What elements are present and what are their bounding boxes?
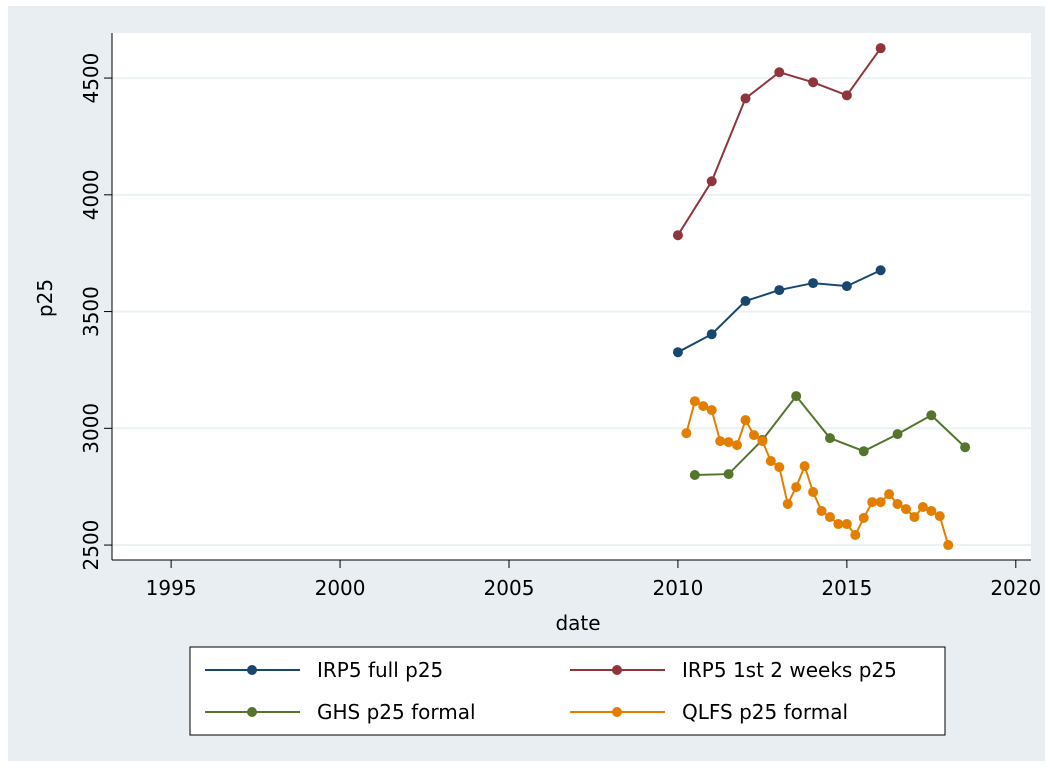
y-tick-label: 4500: [79, 53, 103, 104]
data-point: [909, 512, 920, 523]
data-point: [740, 415, 751, 426]
data-point: [960, 442, 971, 453]
x-tick-label: 2005: [484, 576, 535, 600]
data-point: [926, 410, 937, 421]
data-point: [875, 265, 886, 276]
data-point: [867, 497, 878, 508]
data-point: [791, 482, 802, 493]
y-axis-title: p25: [33, 279, 57, 317]
data-point: [706, 405, 717, 416]
legend-marker: [612, 707, 622, 717]
data-point: [841, 281, 852, 292]
data-point: [757, 436, 768, 447]
data-point: [681, 428, 692, 439]
data-point: [824, 512, 835, 523]
legend-label: GHS p25 formal: [317, 700, 476, 724]
data-point: [740, 296, 751, 307]
legend-label: IRP5 full p25: [317, 658, 443, 682]
data-point: [808, 77, 819, 88]
y-tick-label: 4000: [79, 169, 103, 220]
data-point: [858, 512, 869, 523]
data-point: [850, 530, 861, 541]
x-tick-label: 2020: [990, 576, 1041, 600]
data-point: [892, 498, 903, 509]
y-tick-label: 3500: [79, 286, 103, 337]
data-point: [774, 67, 785, 78]
data-point: [723, 437, 734, 448]
data-point: [875, 43, 886, 54]
data-point: [841, 90, 852, 101]
plot-region: [112, 33, 1031, 560]
data-point: [892, 429, 903, 440]
data-point: [824, 433, 835, 444]
data-point: [774, 285, 785, 296]
x-tick-label: 2010: [652, 576, 703, 600]
data-point: [900, 504, 911, 515]
x-tick-label: 2015: [821, 576, 872, 600]
data-point: [765, 455, 776, 466]
data-point: [934, 511, 945, 522]
data-point: [672, 230, 683, 241]
legend-label: QLFS p25 formal: [682, 700, 848, 724]
y-tick-label: 2500: [79, 520, 103, 571]
data-point: [884, 489, 895, 500]
data-point: [816, 505, 827, 516]
data-point: [926, 505, 937, 516]
legend-marker: [247, 665, 257, 675]
data-point: [782, 498, 793, 509]
x-tick-label: 1995: [146, 576, 197, 600]
data-point: [875, 497, 886, 508]
data-point: [858, 446, 869, 457]
legend-label: IRP5 1st 2 weeks p25: [682, 658, 897, 682]
data-point: [689, 396, 700, 407]
data-point: [799, 461, 810, 472]
x-axis-title: date: [555, 611, 600, 635]
x-tick-label: 2000: [315, 576, 366, 600]
data-point: [698, 401, 709, 412]
data-point: [808, 487, 819, 498]
legend-marker: [612, 665, 622, 675]
legend-box: [189, 646, 946, 736]
data-point: [672, 347, 683, 358]
data-point: [723, 469, 734, 480]
data-point: [917, 501, 928, 512]
data-point: [706, 176, 717, 187]
data-point: [748, 430, 759, 441]
data-point: [841, 519, 852, 530]
data-point: [732, 440, 743, 451]
data-point: [791, 391, 802, 402]
data-point: [689, 470, 700, 481]
data-point: [833, 519, 844, 530]
data-point: [943, 540, 954, 551]
data-point: [706, 329, 717, 340]
legend-marker: [247, 707, 257, 717]
data-point: [774, 462, 785, 473]
data-point: [715, 436, 726, 447]
data-point: [808, 278, 819, 289]
data-point: [740, 93, 751, 104]
y-tick-label: 3000: [79, 403, 103, 454]
